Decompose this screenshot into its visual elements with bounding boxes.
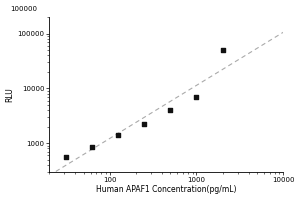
X-axis label: Human APAF1 Concentration(pg/mL): Human APAF1 Concentration(pg/mL) <box>96 185 236 194</box>
Point <box>220 48 225 52</box>
Point <box>116 134 121 137</box>
Text: 100000: 100000 <box>10 6 37 12</box>
Point <box>142 123 147 126</box>
Y-axis label: RLU: RLU <box>6 87 15 102</box>
Point <box>64 156 68 159</box>
Point <box>168 109 173 112</box>
Point <box>194 95 199 98</box>
Point <box>90 145 94 149</box>
